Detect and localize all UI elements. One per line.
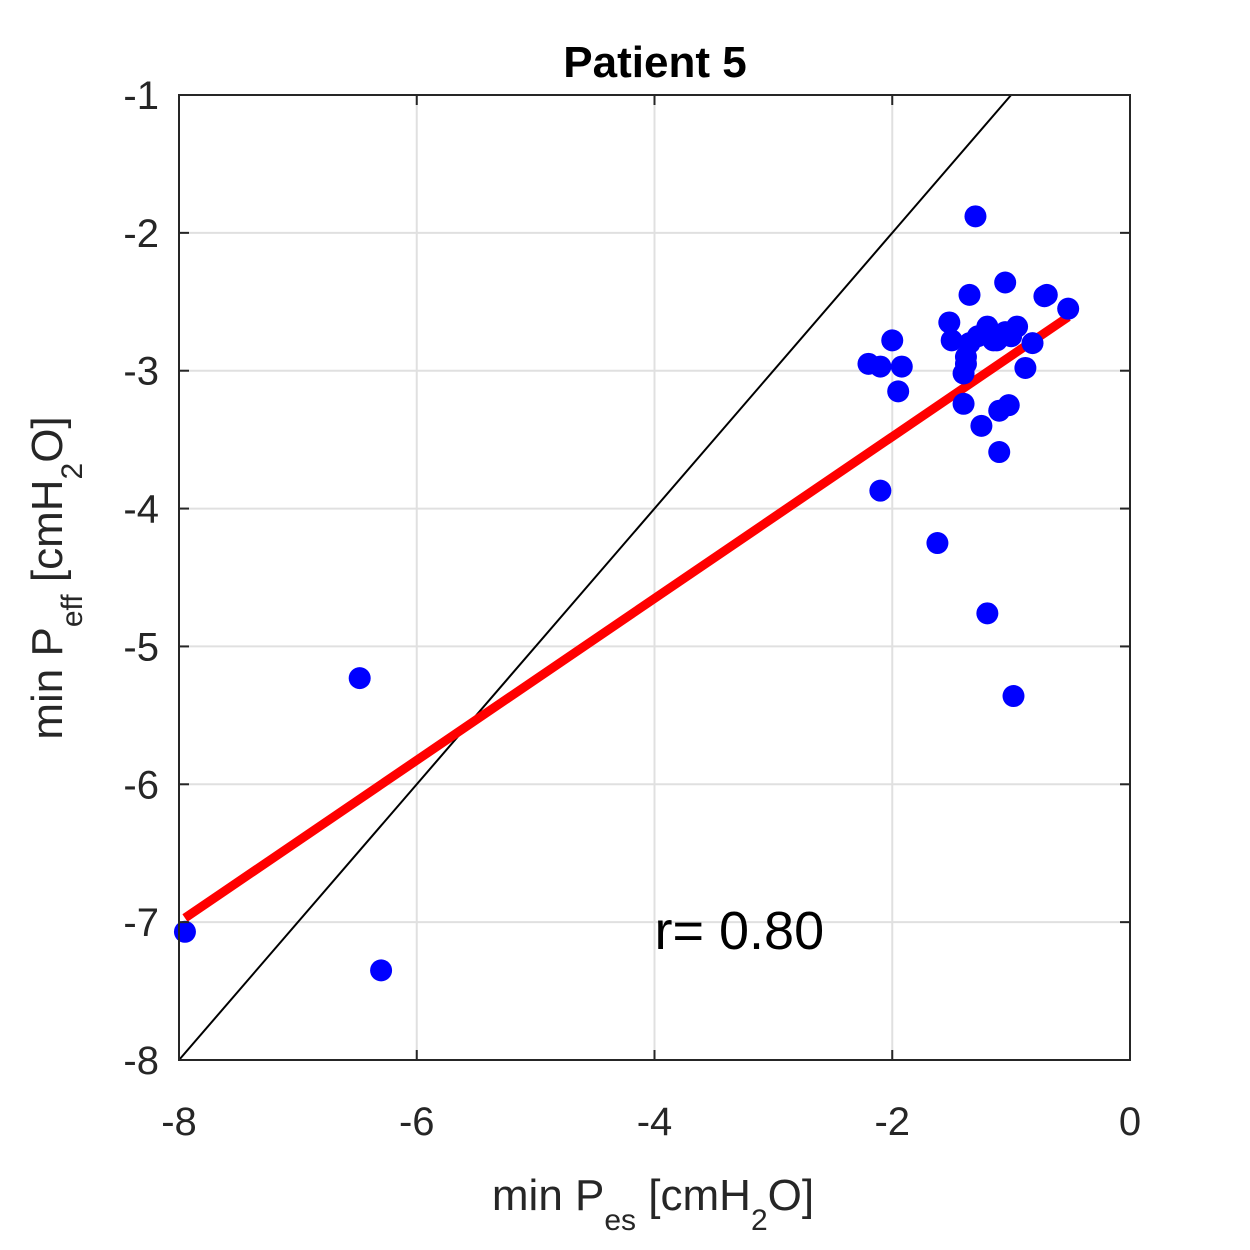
y-tick-label: -4	[123, 488, 159, 532]
y-tick-label: -1	[123, 74, 159, 118]
data-point	[1006, 315, 1029, 338]
x-tick-label: -4	[637, 1100, 673, 1144]
identity-line	[178, 94, 1012, 1061]
x-tick-label: 0	[1119, 1100, 1141, 1144]
y-axis-label: min Peff [cmH2O]	[23, 416, 89, 739]
y-axis-label-unit-end: O]	[23, 416, 72, 462]
regression-line-group	[182, 313, 1071, 922]
x-axis-label-unit: [cmH	[636, 1171, 751, 1220]
y-tick-label: -2	[123, 212, 159, 256]
y-tick-label: -3	[123, 350, 159, 394]
x-axis-label: min Pes [cmH2O]	[492, 1171, 814, 1237]
data-point	[970, 414, 993, 437]
x-axis-label-unit-end: O]	[768, 1171, 814, 1220]
y-tick-label: -7	[123, 901, 159, 945]
data-point	[954, 352, 977, 375]
x-tick-label: -6	[399, 1100, 435, 1144]
data-point	[958, 283, 981, 306]
y-tick-label: -5	[123, 625, 159, 669]
y-axis-label-unit: [cmH	[23, 479, 72, 594]
data-point	[1057, 297, 1080, 320]
data-point	[348, 667, 371, 690]
x-axis-label-sub: es	[604, 1204, 636, 1237]
data-point	[1002, 685, 1025, 708]
data-point	[1035, 283, 1058, 306]
data-point	[869, 479, 892, 502]
data-point	[952, 392, 975, 415]
chart-title: Patient 5	[563, 38, 746, 87]
x-tick-label: -2	[874, 1100, 910, 1144]
correlation-annotation: r= 0.80	[655, 901, 825, 961]
data-point	[985, 329, 1008, 352]
data-point	[926, 532, 949, 555]
grid-lines	[179, 95, 1130, 1060]
y-axis-label-unit-sub: 2	[56, 463, 89, 480]
data-point	[869, 355, 892, 378]
identity-line-group	[178, 94, 1012, 1061]
y-tick-label: -8	[123, 1039, 159, 1083]
data-point	[890, 355, 913, 378]
data-point	[1021, 332, 1044, 355]
data-point	[881, 329, 904, 352]
axes-frame	[178, 94, 1131, 1061]
regression-line	[182, 313, 1071, 922]
data-point	[370, 959, 393, 982]
data-point	[1014, 356, 1037, 379]
x-axis-label-unit-sub: 2	[751, 1204, 768, 1237]
y-tick-label: -6	[123, 763, 159, 807]
data-point	[997, 394, 1020, 417]
data-point	[964, 205, 987, 228]
y-axis-label-sub: eff	[56, 594, 89, 627]
data-point	[938, 311, 961, 334]
data-point	[173, 920, 196, 943]
y-tick-labels: -8 -7 -6 -5 -4 -3 -2 -1	[123, 74, 159, 1083]
data-points	[173, 205, 1080, 982]
x-tick-label: -8	[161, 1100, 197, 1144]
data-point	[887, 380, 910, 403]
data-point	[994, 271, 1017, 294]
x-tick-labels: -8 -6 -4 -2 0	[161, 1100, 1141, 1144]
x-axis-label-main: min P	[492, 1171, 604, 1220]
data-point	[988, 441, 1011, 464]
data-point	[976, 602, 999, 625]
y-axis-label-main: min P	[23, 627, 72, 739]
data-point	[940, 329, 963, 352]
